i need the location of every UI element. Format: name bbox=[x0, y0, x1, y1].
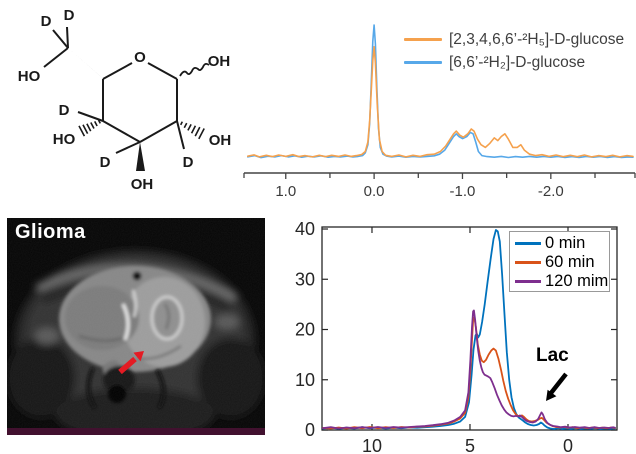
legend-swatch bbox=[515, 261, 541, 264]
legend-row: 60 min bbox=[515, 253, 609, 272]
mri-purple-strip bbox=[7, 428, 265, 435]
nmr-series bbox=[247, 24, 634, 159]
c6-d2-label: D bbox=[64, 7, 75, 24]
x-tick-label: 1.0 bbox=[275, 183, 296, 200]
x-tick-label: -1.0 bbox=[450, 183, 476, 200]
c6-ho-label: HO bbox=[18, 68, 41, 85]
c4-ho-label: HO bbox=[53, 131, 76, 148]
x-tick-label: 10 bbox=[362, 436, 382, 454]
bold-wedge-c3-oh bbox=[136, 142, 145, 171]
nmr-spectrum-plot: 1.0 0.0 -1.0 -2.0 bbox=[243, 24, 636, 200]
c6-d1-label: D bbox=[41, 13, 52, 30]
mri-noise-overlay bbox=[7, 218, 265, 435]
glucose-structure-diagram: O D D HO OH OH D OH D HO D bbox=[18, 7, 232, 193]
legend-label: 0 min bbox=[545, 234, 586, 252]
substituent-bonds bbox=[43, 26, 185, 154]
c4-d-label: D bbox=[59, 102, 70, 119]
y-tick-label: 10 bbox=[295, 370, 315, 390]
x-tick-label: -2.0 bbox=[538, 183, 564, 200]
mri-image bbox=[7, 218, 265, 435]
legend-swatch bbox=[515, 280, 541, 283]
series--2-3-4-6-6-2h5-d-glucose bbox=[247, 45, 634, 158]
x-tick-label: 0 bbox=[563, 436, 573, 454]
nmr-legend: [2,3,4,6,6’-²H₅]-D-glucose [6,6’-²H₂]-D-g… bbox=[404, 28, 624, 74]
legend-row: 0 min bbox=[515, 234, 609, 253]
timecourse-panel: 10 5 0 0 10 20 30 40 0 min 60 min 120 mim Lac bbox=[295, 205, 636, 454]
legend-label: 60 min bbox=[545, 253, 595, 271]
c1-oh-label: OH bbox=[208, 53, 231, 70]
x-tick-label: 0.0 bbox=[364, 183, 385, 200]
c2-oh-label: OH bbox=[209, 132, 232, 149]
ring-oxygen-label: O bbox=[134, 49, 146, 66]
legend-swatch bbox=[404, 37, 442, 42]
tc-legend: 0 min 60 min 120 mim bbox=[509, 231, 610, 292]
hash-wedge-c2-oh bbox=[179, 121, 205, 140]
mri-panel: Glioma bbox=[7, 218, 265, 435]
legend-label: 120 mim bbox=[545, 272, 609, 290]
ring-bonds bbox=[102, 62, 178, 143]
timecourse-plot: 10 5 0 0 10 20 30 40 bbox=[295, 219, 618, 454]
c2-d-label: D bbox=[183, 154, 194, 171]
lac-annotation: Lac bbox=[536, 345, 569, 366]
tc-series bbox=[322, 229, 616, 430]
y-tick-label: 20 bbox=[295, 320, 315, 340]
nmr-spectrum-panel: 1.0 0.0 -1.0 -2.0 [2,3,4,6,6’-²H₅]-D-glucos… bbox=[240, 0, 636, 208]
tc-axis: 10 5 0 0 10 20 30 40 bbox=[295, 219, 618, 454]
nmr-axis: 1.0 0.0 -1.0 -2.0 bbox=[243, 172, 636, 200]
x-tick-label: 5 bbox=[465, 436, 475, 454]
y-tick-label: 40 bbox=[295, 219, 315, 239]
legend-row: [6,6’-²H₂]-D-glucose bbox=[404, 51, 624, 74]
tumor-arrow bbox=[118, 351, 144, 375]
wavy-bond-c1-oh bbox=[179, 62, 210, 77]
lac-arrow bbox=[546, 372, 568, 401]
legend-swatch bbox=[404, 60, 442, 65]
y-tick-label: 30 bbox=[295, 269, 315, 289]
series--6-6-2h2-d-glucose bbox=[247, 24, 634, 159]
hash-wedge-c4-ho bbox=[78, 119, 102, 137]
c3-oh-label: OH bbox=[131, 176, 154, 193]
series-120-mim bbox=[322, 309, 616, 430]
bold-wedge-c5-c6 bbox=[68, 48, 107, 82]
glioma-label: Glioma bbox=[15, 221, 86, 243]
legend-label: [2,3,4,6,6’-²H₅]-D-glucose bbox=[449, 30, 625, 48]
y-tick-label: 0 bbox=[305, 420, 315, 440]
legend-label: [6,6’-²H₂]-D-glucose bbox=[449, 53, 586, 71]
c3-d-label: D bbox=[100, 154, 111, 171]
legend-swatch bbox=[515, 242, 541, 245]
legend-row: 120 mim bbox=[515, 272, 609, 291]
legend-row: [2,3,4,6,6’-²H₅]-D-glucose bbox=[404, 28, 624, 51]
